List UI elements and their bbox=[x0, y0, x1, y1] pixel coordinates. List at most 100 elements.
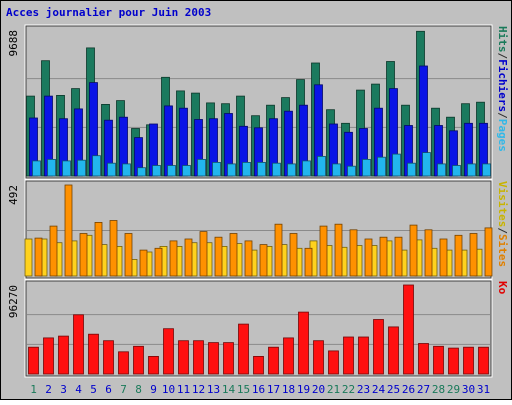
bar-pages-day-27 bbox=[422, 152, 431, 177]
day-label: 12 bbox=[192, 383, 205, 396]
panel-frame-highlight bbox=[24, 24, 493, 180]
bar-ko-day-11 bbox=[178, 340, 189, 375]
bar-pages-day-22 bbox=[347, 165, 356, 177]
bar-pages-day-14 bbox=[227, 163, 236, 177]
day-label: 31 bbox=[477, 383, 490, 396]
bar-visites-day-15 bbox=[244, 240, 253, 277]
bar-pages-day-17 bbox=[272, 162, 281, 177]
bar-pages-day-7 bbox=[122, 163, 131, 177]
series-fichiers bbox=[29, 65, 488, 177]
bar-visites-day-1 bbox=[34, 237, 43, 277]
legend-text: Sites bbox=[496, 234, 509, 267]
bar-ko-day-8 bbox=[133, 345, 144, 375]
bar-visites-day-18 bbox=[289, 233, 298, 277]
day-label: 16 bbox=[252, 383, 265, 396]
day-label: 15 bbox=[237, 383, 250, 396]
bar-pages-day-20 bbox=[317, 155, 326, 177]
day-label: 26 bbox=[402, 383, 415, 396]
bar-pages-day-4 bbox=[77, 159, 86, 177]
panel-frame-highlight bbox=[24, 279, 493, 378]
bar-pages-day-6 bbox=[107, 162, 116, 177]
bar-ko-day-12 bbox=[193, 340, 204, 375]
bar-ko-day-3 bbox=[58, 335, 69, 375]
bar-visites-day-26 bbox=[409, 224, 418, 277]
bar-visites-day-23 bbox=[364, 238, 373, 277]
bar-pages-day-13 bbox=[212, 161, 221, 177]
bar-pages-day-29 bbox=[452, 165, 461, 177]
bar-ko-day-29 bbox=[448, 347, 459, 375]
day-label: 24 bbox=[372, 383, 386, 396]
day-label: 2 bbox=[45, 383, 52, 396]
bar-visites-day-7 bbox=[124, 233, 133, 277]
bar-ko-day-10 bbox=[163, 328, 174, 375]
bar-pages-day-8 bbox=[137, 167, 146, 177]
series-ko bbox=[28, 284, 489, 375]
panel-legend: Visites/Sites bbox=[496, 181, 509, 267]
bar-ko-day-2 bbox=[43, 337, 54, 375]
bar-visites-day-16 bbox=[259, 244, 268, 277]
bar-visites-day-27 bbox=[424, 229, 433, 277]
day-label: 4 bbox=[75, 383, 82, 396]
legend-text: Ko bbox=[496, 281, 509, 295]
bar-ko-day-6 bbox=[103, 340, 114, 375]
bar-visites-day-29 bbox=[454, 234, 463, 277]
bar-pages-day-15 bbox=[242, 161, 251, 177]
panel-legend: Ko bbox=[496, 281, 509, 295]
bar-ko-day-7 bbox=[118, 351, 129, 375]
day-label: 18 bbox=[282, 383, 295, 396]
bar-ko-day-14 bbox=[223, 342, 234, 375]
bar-ko-day-15 bbox=[238, 323, 249, 375]
bar-visites-day-21 bbox=[334, 223, 343, 277]
day-label: 3 bbox=[60, 383, 67, 396]
bar-visites-day-30 bbox=[469, 233, 478, 277]
bar-ko-day-13 bbox=[208, 342, 219, 375]
bar-ko-day-19 bbox=[298, 311, 309, 375]
bar-pages-day-28 bbox=[437, 163, 446, 177]
day-label: 8 bbox=[135, 383, 142, 396]
bar-ko-day-23 bbox=[358, 336, 369, 375]
bar-visites-day-31 bbox=[484, 227, 493, 277]
day-label: 1 bbox=[30, 383, 37, 396]
bar-visites-day-17 bbox=[274, 223, 283, 277]
day-label: 27 bbox=[417, 383, 430, 396]
bar-pages-day-11 bbox=[182, 165, 191, 177]
ko-panel: 96270 Ko bbox=[7, 279, 509, 378]
bar-pages-day-21 bbox=[332, 163, 341, 177]
bar-visites-day-2 bbox=[49, 225, 58, 277]
bar-pages-day-12 bbox=[197, 158, 206, 177]
bar-ko-day-4 bbox=[73, 314, 84, 375]
bar-visites-day-14 bbox=[229, 233, 238, 277]
bar-visites-day-8 bbox=[139, 249, 148, 277]
day-label: 23 bbox=[357, 383, 370, 396]
bar-visites-day-3 bbox=[64, 184, 73, 277]
bar-visites-day-9 bbox=[154, 247, 163, 277]
bar-ko-day-22 bbox=[343, 336, 354, 375]
bar-pages-day-25 bbox=[392, 153, 401, 177]
bar-visites-day-20 bbox=[319, 225, 328, 277]
legend-text: Visites bbox=[496, 181, 509, 227]
legend-text: Pages bbox=[496, 119, 509, 152]
day-label: 6 bbox=[105, 383, 112, 396]
legend-text: Fichiers bbox=[496, 59, 509, 112]
legend-text: / bbox=[496, 112, 509, 119]
day-label: 19 bbox=[297, 383, 310, 396]
bar-ko-day-30 bbox=[463, 346, 474, 375]
bar-ko-day-27 bbox=[418, 343, 429, 375]
bar-visites-day-12 bbox=[199, 231, 208, 277]
day-label: 9 bbox=[150, 383, 157, 396]
day-label: 13 bbox=[207, 383, 220, 396]
bar-ko-day-25 bbox=[388, 326, 399, 375]
day-label: 30 bbox=[462, 383, 475, 396]
day-label: 22 bbox=[342, 383, 355, 396]
bar-ko-day-24 bbox=[373, 319, 384, 375]
day-label: 10 bbox=[162, 383, 175, 396]
bar-pages-day-5 bbox=[92, 155, 101, 177]
axis-max-label: 9688 bbox=[7, 30, 20, 57]
bar-pages-day-24 bbox=[377, 156, 386, 177]
bar-visites-day-11 bbox=[184, 238, 193, 277]
legend-text: Hits bbox=[496, 26, 509, 53]
bar-visites-day-13 bbox=[214, 236, 223, 277]
chart-title: Acces journalier pour Juin 2003 bbox=[6, 6, 211, 19]
